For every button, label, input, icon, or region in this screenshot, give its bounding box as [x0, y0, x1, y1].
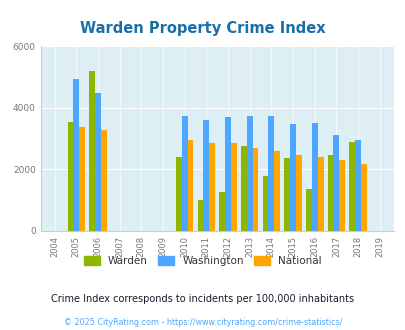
Bar — [252, 148, 258, 231]
Bar — [79, 127, 85, 231]
Bar — [197, 200, 203, 231]
Bar — [67, 122, 73, 231]
Bar — [73, 79, 79, 231]
Bar — [354, 141, 360, 231]
Bar — [246, 116, 252, 231]
Bar — [95, 93, 101, 231]
Bar — [305, 189, 311, 231]
Bar — [175, 157, 181, 231]
Bar — [274, 151, 279, 231]
Bar — [181, 116, 187, 231]
Text: Crime Index corresponds to incidents per 100,000 inhabitants: Crime Index corresponds to incidents per… — [51, 294, 354, 304]
Bar — [339, 159, 344, 231]
Bar — [224, 117, 230, 231]
Bar — [203, 120, 209, 231]
Bar — [284, 158, 290, 231]
Bar — [333, 135, 339, 231]
Bar — [317, 157, 323, 231]
Bar — [311, 123, 317, 231]
Bar — [240, 146, 246, 231]
Legend: Warden, Washington, National: Warden, Washington, National — [80, 252, 325, 270]
Bar — [187, 141, 193, 231]
Bar — [209, 143, 215, 231]
Bar — [219, 192, 224, 231]
Bar — [327, 155, 333, 231]
Bar — [101, 130, 107, 231]
Bar — [360, 164, 366, 231]
Bar — [290, 123, 295, 231]
Bar — [230, 143, 236, 231]
Text: Warden Property Crime Index: Warden Property Crime Index — [80, 21, 325, 36]
Bar — [262, 176, 268, 231]
Bar — [295, 155, 301, 231]
Bar — [268, 116, 274, 231]
Bar — [89, 71, 95, 231]
Text: © 2025 CityRating.com - https://www.cityrating.com/crime-statistics/: © 2025 CityRating.com - https://www.city… — [64, 318, 341, 327]
Bar — [348, 142, 354, 231]
